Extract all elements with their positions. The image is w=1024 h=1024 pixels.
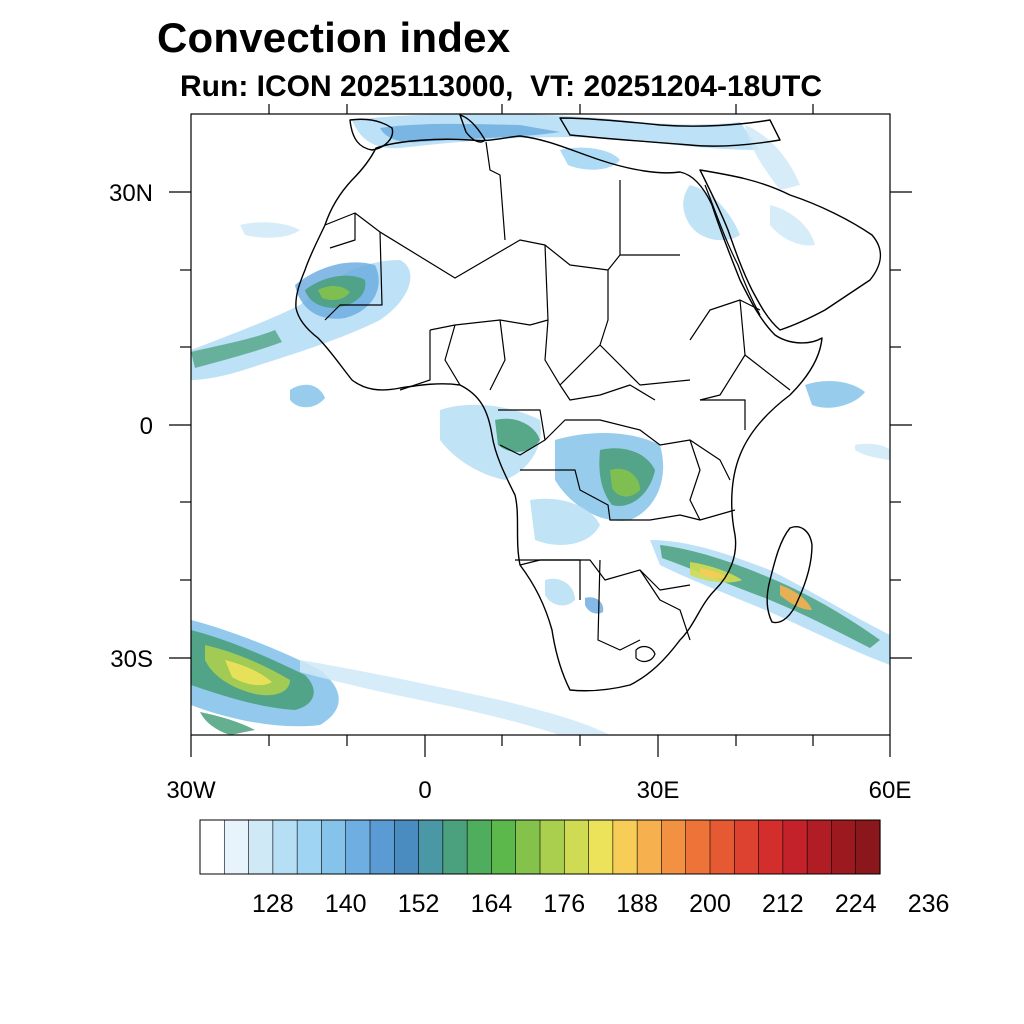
colorbar-bin xyxy=(199,819,225,875)
colorbar-bin xyxy=(661,819,687,875)
colorbar: 128 140 152 164 176 188 200 212 224 236 xyxy=(199,819,950,918)
colorbar-bin xyxy=(418,819,444,875)
colorbar-label: 200 xyxy=(689,890,731,918)
convection-region-mozambique-channel xyxy=(650,380,890,665)
x-tick-label-0: 0 xyxy=(418,777,431,804)
colorbar-label: 176 xyxy=(543,890,585,918)
colorbar-bin xyxy=(636,819,663,875)
colorbar-frame xyxy=(199,819,881,875)
colorbar-label: 128 xyxy=(252,890,294,918)
convection-region-mediterranean xyxy=(352,114,800,190)
colorbar-bin xyxy=(709,819,735,875)
chart-title: Convection index xyxy=(157,14,511,61)
x-tick-label-60e: 60E xyxy=(869,777,912,804)
colorbar-bin xyxy=(466,819,493,875)
colorbar-bin xyxy=(369,819,395,875)
colorbar-bin xyxy=(223,819,250,875)
colorbar-label: 212 xyxy=(762,890,804,918)
colorbar-bin xyxy=(321,819,347,875)
colorbar-bin xyxy=(491,819,517,875)
colorbar-label: 152 xyxy=(398,890,440,918)
colorbar-bin xyxy=(806,819,833,875)
colorbar-label: 164 xyxy=(471,890,513,918)
colorbar-bin xyxy=(296,819,323,875)
colorbar-bin xyxy=(442,819,468,875)
colorbar-bin xyxy=(685,819,711,875)
convection-field xyxy=(191,114,890,735)
run-subtitle: Run: ICON 2025113000, VT: 20251204-18UTC xyxy=(180,70,822,103)
y-tick-label-30n: 30N xyxy=(109,180,153,207)
colorbar-label: 188 xyxy=(616,890,658,918)
country-borders xyxy=(324,141,791,663)
colorbar-bin xyxy=(393,819,420,875)
colorbar-bin xyxy=(588,819,614,875)
y-tick-label-0: 0 xyxy=(140,413,153,440)
colorbar-bin xyxy=(758,819,784,875)
x-axis xyxy=(190,104,891,757)
colorbar-label: 236 xyxy=(908,890,950,918)
y-axis xyxy=(169,191,912,659)
y-tick-label-30s: 30S xyxy=(110,646,153,673)
colorbar-bin xyxy=(782,819,808,875)
colorbar-bin xyxy=(248,819,274,875)
convection-region-south-atlantic xyxy=(191,620,610,735)
colorbar-bin xyxy=(612,819,638,875)
colorbar-bin xyxy=(272,819,298,875)
colorbar-bin xyxy=(515,819,541,875)
x-tick-label-30e: 30E xyxy=(637,777,680,804)
colorbar-bin xyxy=(539,819,565,875)
convection-region-central-africa xyxy=(440,404,664,614)
coastlines xyxy=(295,114,882,692)
colorbar-bin xyxy=(345,819,371,875)
colorbar-bin xyxy=(733,819,760,875)
colorbar-bin xyxy=(855,819,881,875)
x-tick-label-30w: 30W xyxy=(166,777,216,804)
colorbar-bin xyxy=(563,819,590,875)
colorbar-label: 140 xyxy=(325,890,367,918)
colorbar-label: 224 xyxy=(835,890,877,918)
colorbar-bin xyxy=(831,819,857,875)
